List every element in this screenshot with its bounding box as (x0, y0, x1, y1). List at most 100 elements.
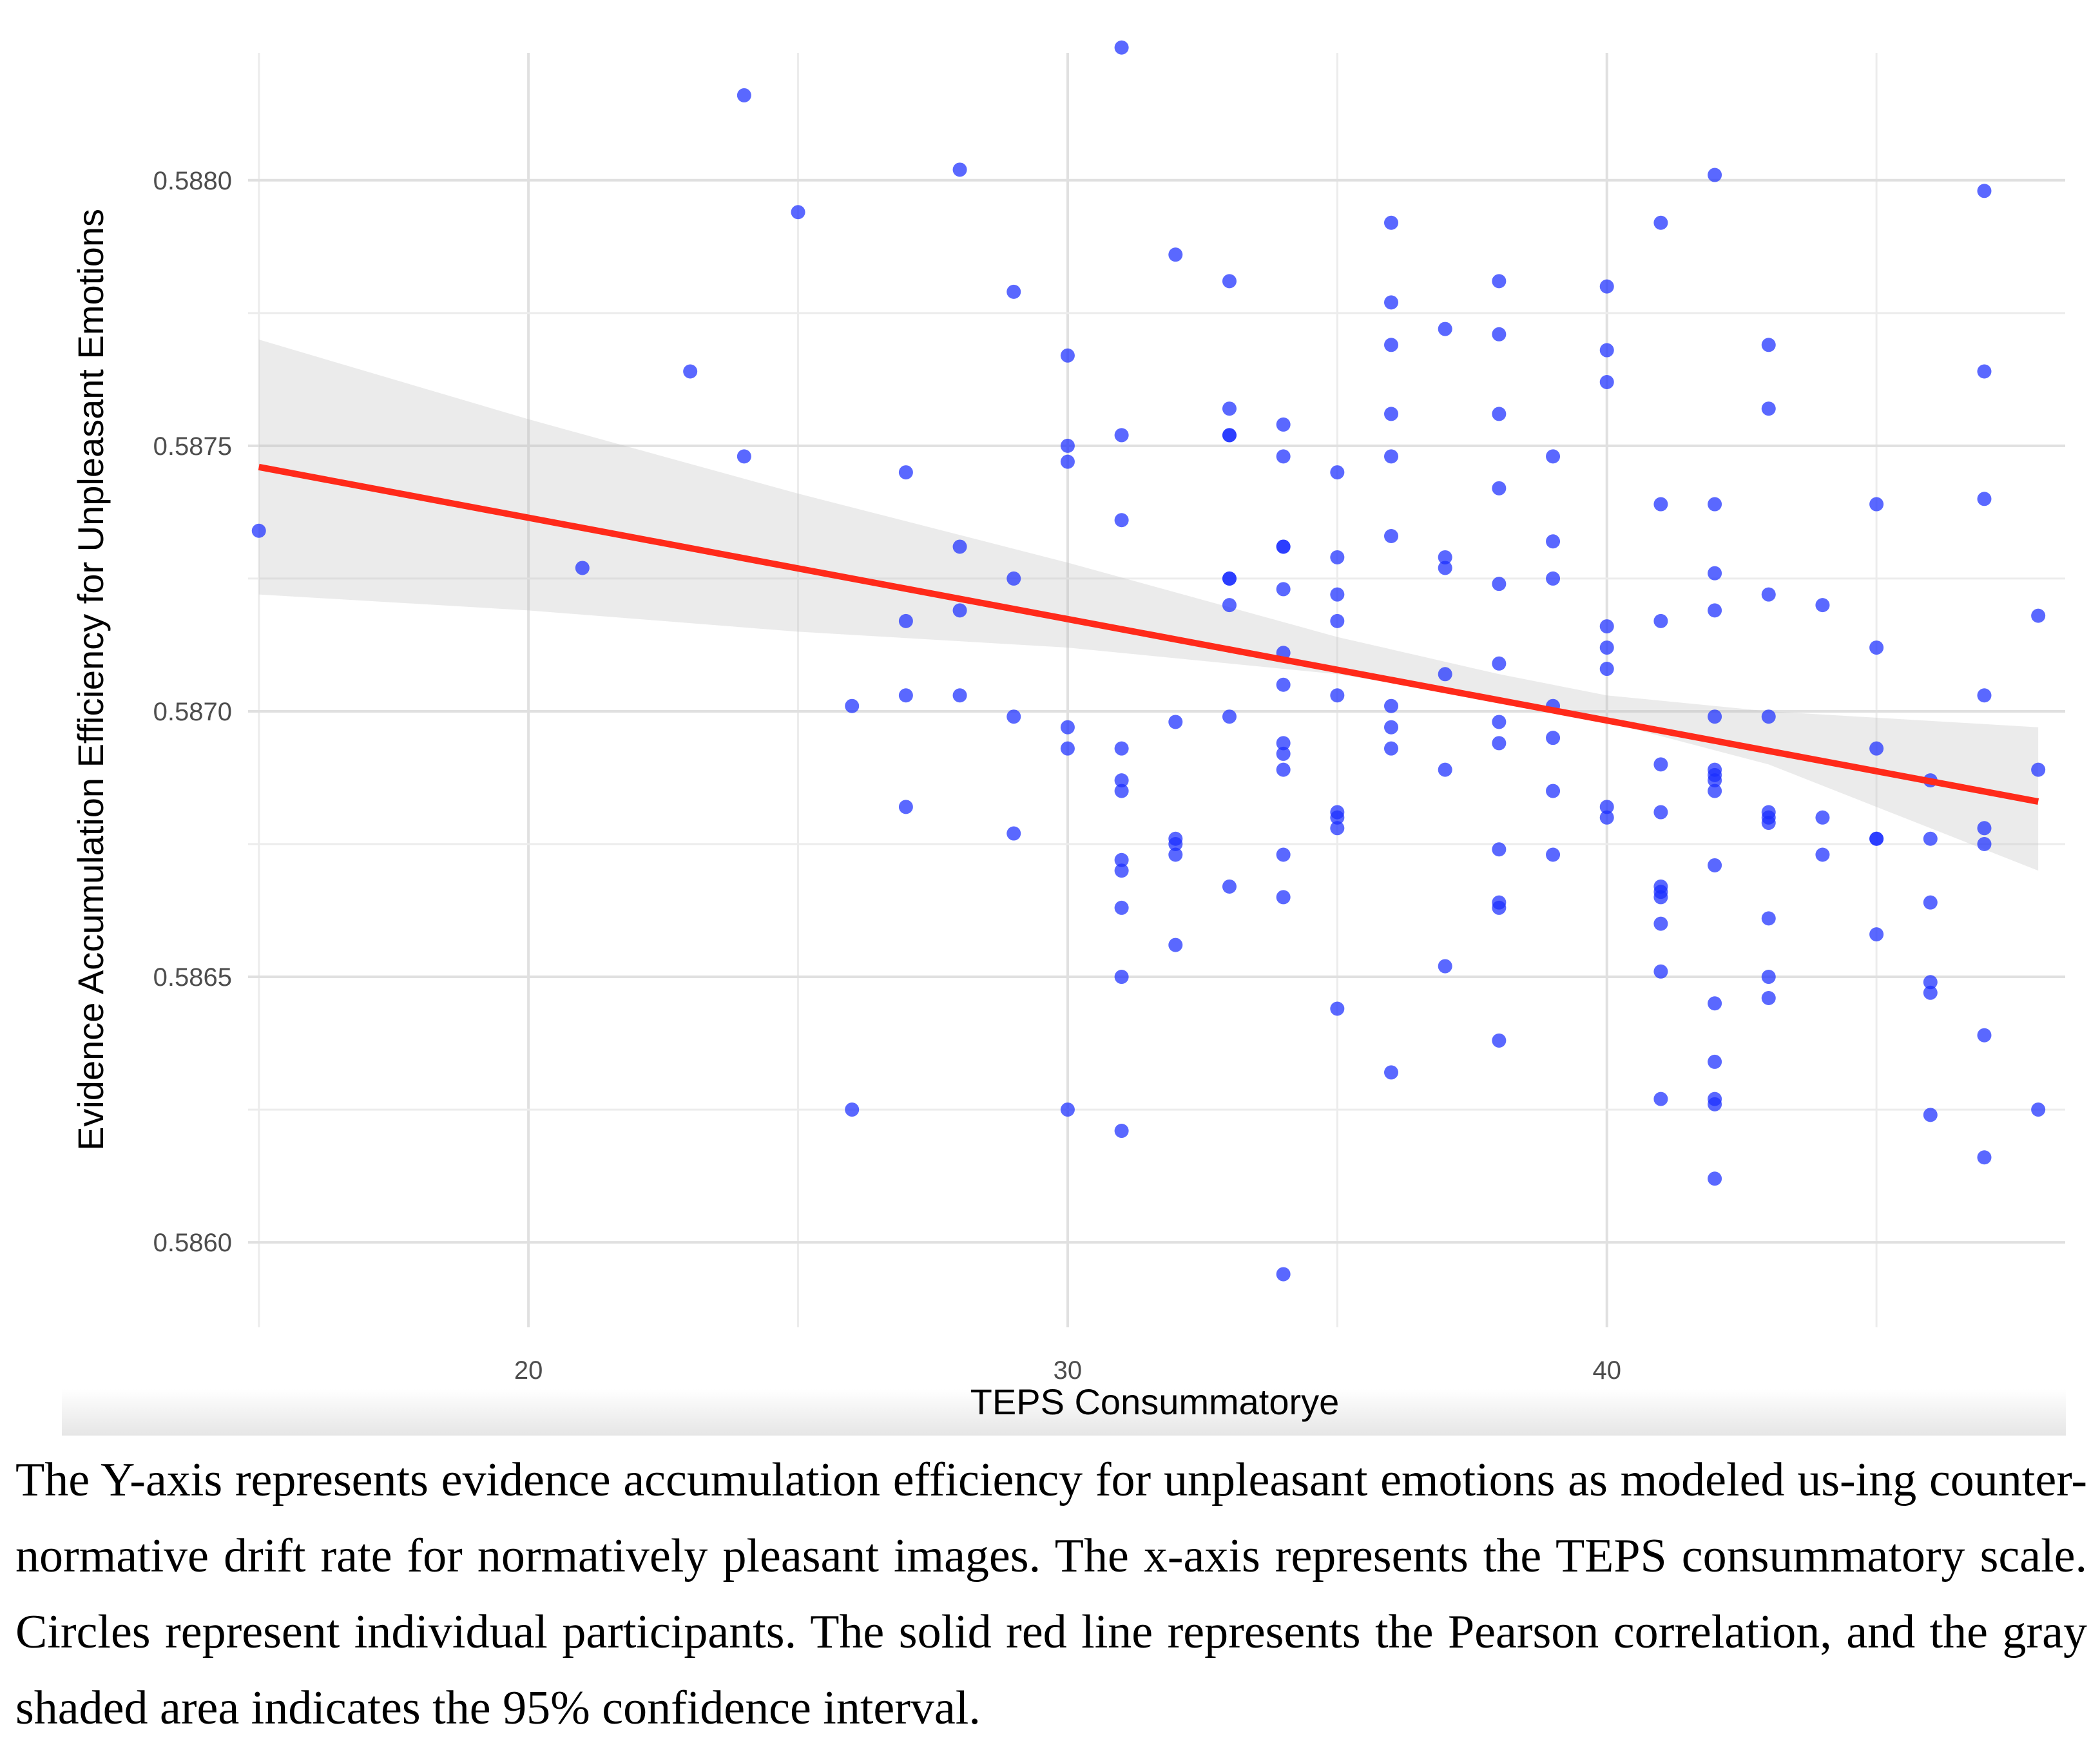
data-point (1222, 401, 1237, 416)
data-point (1977, 821, 1992, 836)
data-point (1708, 996, 1722, 1011)
data-point (1492, 842, 1507, 857)
data-point (1708, 1171, 1722, 1186)
tick-labels: 0.5860 0.5865 0.5870 0.5875 0.5880 20 30 40 (153, 167, 1621, 1385)
data-point (952, 688, 967, 703)
data-point (1060, 348, 1075, 363)
data-point (1815, 598, 1830, 613)
y-tick-label: 0.5865 (153, 963, 232, 992)
x-tick-label: 40 (1592, 1356, 1621, 1385)
data-point (1438, 322, 1452, 336)
data-point (1276, 449, 1291, 464)
data-point (952, 603, 967, 618)
data-point (1114, 852, 1129, 867)
data-point (1492, 715, 1507, 729)
data-point (1815, 810, 1830, 825)
data-point (1384, 449, 1399, 464)
data-point (1653, 757, 1668, 772)
data-point (1276, 736, 1291, 751)
data-point (952, 162, 967, 177)
data-point (1653, 497, 1668, 512)
data-point (1708, 497, 1722, 512)
data-point (1761, 587, 1776, 602)
y-axis-title: Evidence Accumulation Efficiency for Unp… (70, 209, 111, 1151)
data-point (1923, 985, 1938, 1000)
data-point (1653, 916, 1668, 931)
data-point (1653, 1091, 1668, 1106)
data-point (1492, 736, 1507, 751)
data-point (1222, 879, 1237, 894)
data-point (898, 613, 913, 628)
data-point (1599, 619, 1614, 634)
data-point (1222, 274, 1237, 289)
data-point (1923, 831, 1938, 846)
data-point (845, 1102, 860, 1117)
data-point (1599, 800, 1614, 814)
data-point (1276, 1267, 1291, 1282)
data-point (952, 539, 967, 554)
data-point (1330, 550, 1345, 564)
data-point (898, 800, 913, 814)
data-point (1708, 1097, 1722, 1111)
data-point (1977, 1150, 1992, 1165)
data-point (1060, 438, 1075, 453)
data-point (1977, 688, 1992, 703)
data-point (1869, 497, 1884, 512)
data-point (1869, 927, 1884, 942)
data-point (1761, 816, 1776, 831)
data-point (1492, 481, 1507, 495)
data-point (1977, 837, 1992, 852)
data-point (1708, 1054, 1722, 1069)
data-point (1007, 571, 1021, 586)
data-point (1222, 428, 1237, 443)
data-point (1060, 1102, 1075, 1117)
data-point (1438, 561, 1452, 575)
data-point (1761, 401, 1776, 416)
data-point (1708, 773, 1722, 788)
data-point (1761, 911, 1776, 926)
data-point (1384, 741, 1399, 756)
data-point (1546, 731, 1561, 745)
data-point (1114, 741, 1129, 756)
data-point (1977, 184, 1992, 198)
data-point (1708, 168, 1722, 182)
data-point (1492, 900, 1507, 915)
confidence-band-layer (258, 340, 2039, 871)
data-point (1384, 338, 1399, 352)
data-point (1653, 890, 1668, 905)
data-point (1977, 1028, 1992, 1043)
data-point (2031, 1102, 2046, 1117)
data-point (1060, 741, 1075, 756)
data-point (1438, 667, 1452, 682)
data-point (1869, 640, 1884, 655)
x-tick-label: 20 (514, 1356, 543, 1385)
data-point (1007, 709, 1021, 724)
data-point (1330, 821, 1345, 836)
data-point (1653, 805, 1668, 820)
data-point (1546, 784, 1561, 798)
data-point (1653, 964, 1668, 979)
data-point (1276, 539, 1291, 554)
grid (248, 53, 2065, 1327)
data-point (1007, 826, 1021, 841)
data-point (1330, 613, 1345, 628)
data-point (1222, 598, 1237, 613)
data-point (1276, 890, 1291, 905)
fit-line-layer (258, 463, 2039, 805)
data-point (1492, 577, 1507, 591)
data-point (1977, 364, 1992, 379)
data-point (1815, 847, 1830, 862)
data-point (1438, 959, 1452, 974)
data-point (1438, 550, 1452, 564)
data-point (1114, 784, 1129, 798)
data-point (1708, 566, 1722, 581)
data-point (1114, 1124, 1129, 1139)
data-point (1168, 837, 1183, 852)
data-point (1546, 847, 1561, 862)
data-point (1330, 688, 1345, 703)
data-point (898, 688, 913, 703)
data-point (1007, 284, 1021, 299)
data-point (575, 561, 590, 575)
y-tick-label: 0.5875 (153, 432, 232, 461)
data-point (1114, 773, 1129, 788)
